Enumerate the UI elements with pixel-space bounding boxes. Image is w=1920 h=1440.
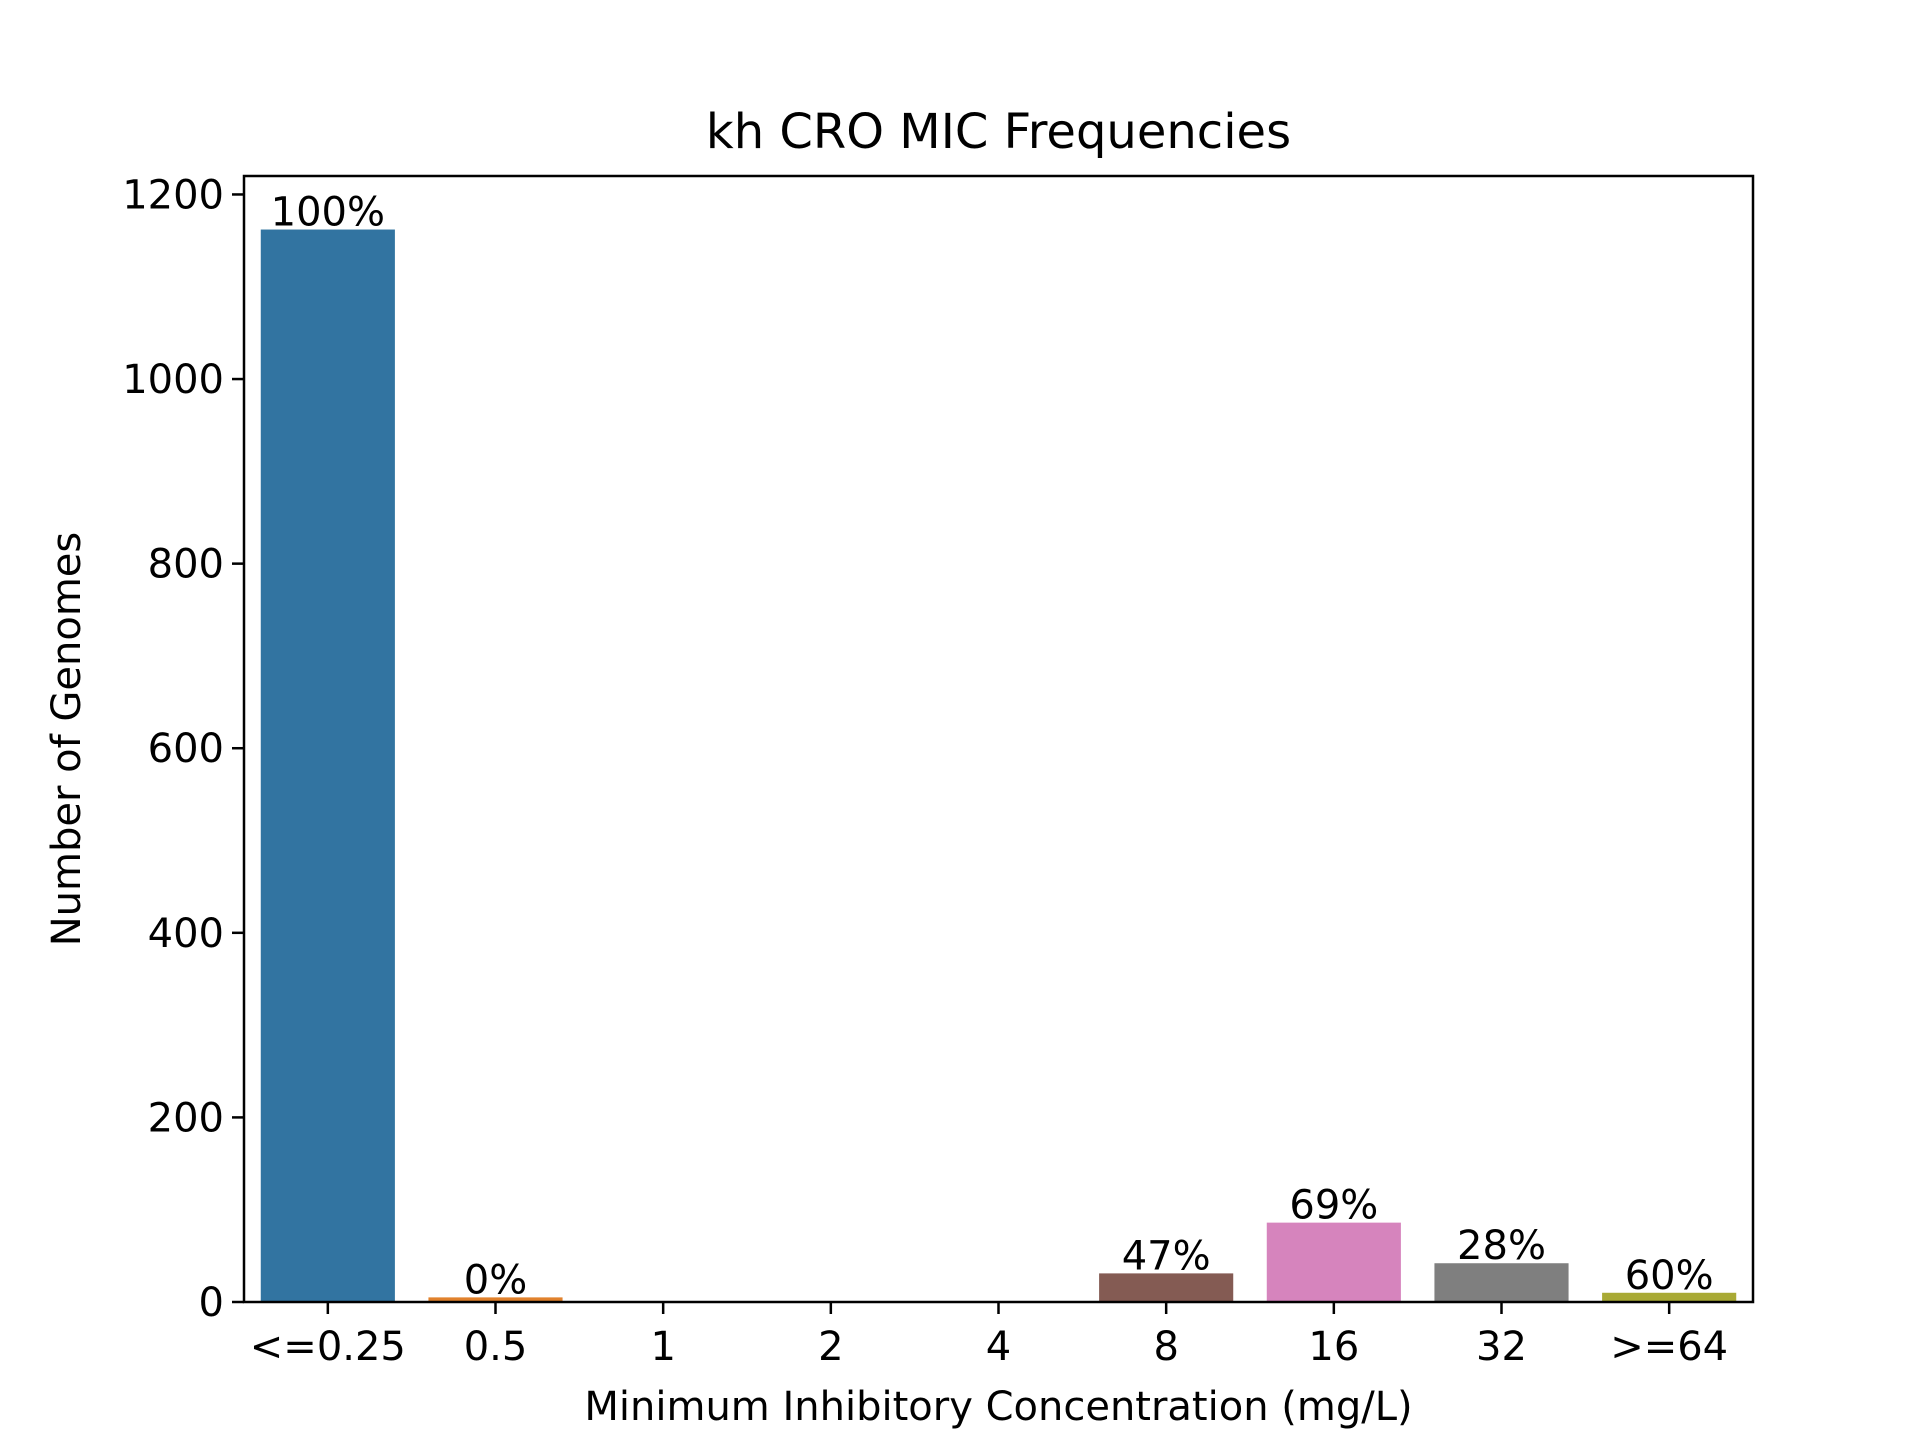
bar-labels-group: 100% 0% 47% 69% 28% 60% [271,190,1714,1304]
x-tick-label: >=64 [1610,1324,1728,1370]
chart-title: kh CRO MIC Frequencies [706,104,1291,160]
bar-value-label: 47% [1122,1233,1211,1279]
bar-7 [1434,1263,1569,1302]
bar-0 [260,229,395,1303]
plot-frame [242,174,1755,1304]
bar-1 [428,1297,563,1302]
x-tick-label: 32 [1476,1324,1527,1370]
y-tick-label: 600 [148,726,224,772]
x-tick-label: 0.5 [464,1324,528,1370]
y-tick-label: 1200 [122,172,224,218]
x-tick-label: 1 [650,1324,675,1370]
x-tick-label: 2 [818,1324,843,1370]
y-axis-title: Number of Genomes [44,532,90,947]
bar-value-label: 60% [1625,1253,1714,1299]
y-axis: 0 200 400 600 800 1000 1200 [122,172,244,1326]
bar-8 [1602,1292,1737,1302]
x-tick-label: 16 [1308,1324,1359,1370]
y-tick-label: 1000 [122,357,224,403]
x-tick-label: 4 [986,1324,1011,1370]
y-tick-label: 200 [148,1095,224,1141]
bars-group [260,229,1737,1303]
bar-6 [1266,1222,1401,1302]
y-tick-label: 0 [199,1280,224,1326]
x-axis-title: Minimum Inhibitory Concentration (mg/L) [584,1384,1412,1430]
bar-value-label: 0% [464,1257,527,1303]
y-tick-label: 800 [148,542,224,588]
x-tick-label: <=0.25 [250,1324,406,1370]
x-tick-label: 8 [1153,1324,1178,1370]
bar-value-label: 69% [1289,1183,1378,1229]
x-axis: <=0.25 0.5 1 2 4 8 16 32 >=64 [250,1302,1728,1370]
bar-value-label: 100% [271,190,385,236]
y-tick-label: 400 [148,911,224,957]
bar-5 [1099,1273,1234,1302]
bar-value-label: 28% [1457,1223,1546,1269]
